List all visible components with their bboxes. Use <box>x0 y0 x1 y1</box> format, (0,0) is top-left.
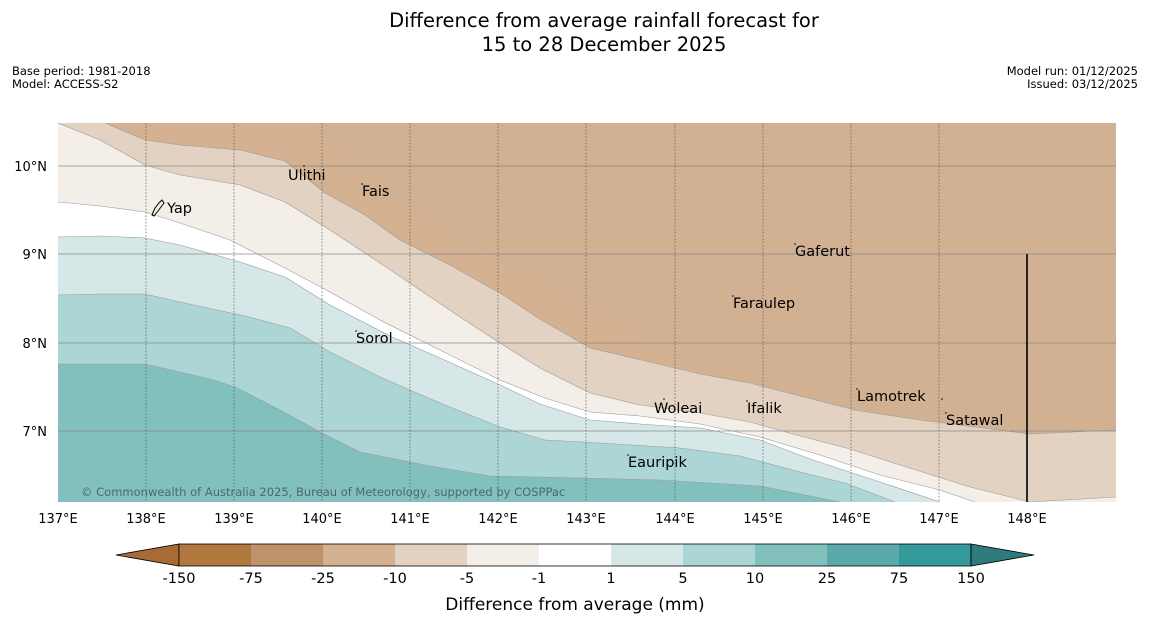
lon-label-142e: 142°E <box>478 512 518 527</box>
fais-marker <box>361 183 363 185</box>
colorbar-swatch <box>323 544 395 566</box>
lat-label-10n: 10°N <box>14 160 47 175</box>
colorbar-swatch <box>611 544 683 566</box>
colorbar-swatch <box>683 544 755 566</box>
place-labels: Yap Ulithi Fais Gaferut Faraulep Sorol W… <box>166 168 1003 471</box>
lat-label-9n: 9°N <box>23 248 48 263</box>
map-title: Difference from average rainfall forecas… <box>0 9 1150 57</box>
model-name: Model: ACCESS-S2 <box>12 77 119 91</box>
copyright-credit: © Commonwealth of Australia 2025, Bureau… <box>81 485 565 499</box>
colorbar-swatch <box>467 544 539 566</box>
place-label-satawal: Satawal <box>946 413 1003 429</box>
colorbar-tick-label: 10 <box>746 571 764 587</box>
lon-label-141e: 141°E <box>390 512 430 527</box>
colorbar-tick-label: -25 <box>311 571 335 587</box>
islet-marker <box>941 398 943 400</box>
ifalik-marker <box>746 400 748 402</box>
place-label-gaferut: Gaferut <box>795 244 850 260</box>
contour-lines <box>58 123 1116 502</box>
place-label-sorol: Sorol <box>356 331 393 347</box>
lon-label-143e: 143°E <box>566 512 606 527</box>
lon-label-138e: 138°E <box>126 512 166 527</box>
colorbar-tick-label: -1 <box>532 571 546 587</box>
place-label-lamotrek: Lamotrek <box>857 389 926 405</box>
lon-label-137e: 137°E <box>38 512 78 527</box>
lat-label-7n: 7°N <box>23 425 48 440</box>
colorbar-swatch <box>755 544 827 566</box>
place-label-yap: Yap <box>166 201 192 217</box>
model-run: Model run: 01/12/2025 <box>1006 64 1138 78</box>
colorbar-low-extension <box>115 543 180 567</box>
colorbar-tick-label: 25 <box>818 571 836 587</box>
place-label-eauripik: Eauripik <box>628 455 687 471</box>
longitude-gridlines <box>145 123 940 502</box>
eauripik-marker <box>627 454 629 456</box>
latitude-labels: 10°N 9°N 8°N 7°N <box>14 160 47 440</box>
colorbar-tick-label: 1 <box>606 571 615 587</box>
lamotrek-marker <box>856 388 858 390</box>
lon-label-144e: 144°E <box>655 512 695 527</box>
place-label-fais: Fais <box>362 184 389 200</box>
lon-label-148e: 148°E <box>1007 512 1047 527</box>
place-label-ifalik: Ifalik <box>747 401 782 417</box>
graticule <box>58 123 1116 502</box>
colorbar-tick-label: 150 <box>957 571 985 587</box>
longitude-labels: 137°E 138°E 139°E 140°E 141°E 142°E 143°… <box>38 512 1047 527</box>
band-minus75-minus25 <box>310 123 1116 434</box>
colorbar-tick-label: 75 <box>890 571 908 587</box>
title-line-2: 15 to 28 December 2025 <box>481 33 727 56</box>
colorbar-swatch <box>251 544 323 566</box>
woleai-marker <box>663 398 665 400</box>
lon-label-139e: 139°E <box>214 512 254 527</box>
colorbar-swatch <box>179 544 251 566</box>
colorbar-title: Difference from average (mm) <box>445 595 704 615</box>
yap-island-shape <box>151 199 165 217</box>
contour-fills <box>58 123 1116 502</box>
meta-right: Model run: 01/12/2025 Issued: 03/12/2025 <box>1007 65 1138 91</box>
issued-date: Issued: 03/12/2025 <box>1027 77 1138 91</box>
colorbar-swatch <box>827 544 899 566</box>
lat-label-8n: 8°N <box>23 337 48 352</box>
place-label-faraulep: Faraulep <box>733 296 795 312</box>
colorbar: -150 -75 -25 -10 -5 -1 1 5 10 25 75 150 … <box>115 543 1035 615</box>
sorol-marker <box>355 330 357 332</box>
colorbar-swatch <box>539 544 611 566</box>
lon-label-145e: 145°E <box>743 512 783 527</box>
islands <box>151 165 947 456</box>
lon-label-140e: 140°E <box>302 512 342 527</box>
colorbar-tick-label: -150 <box>163 571 196 587</box>
colorbar-swatch <box>899 544 971 566</box>
base-period: Base period: 1981-2018 <box>12 64 151 78</box>
colorbar-tick-label: -75 <box>239 571 263 587</box>
satawal-marker <box>945 412 947 414</box>
colorbar-tick-label: 5 <box>678 571 687 587</box>
colorbar-outline <box>178 543 972 567</box>
title-line-1: Difference from average rainfall forecas… <box>389 9 819 32</box>
lon-label-147e: 147°E <box>919 512 959 527</box>
colorbar-swatch <box>395 544 467 566</box>
colorbar-tick-label: -10 <box>383 571 407 587</box>
place-label-woleai: Woleai <box>654 401 702 417</box>
colorbar-tick-label: -5 <box>460 571 474 587</box>
lon-label-146e: 146°E <box>831 512 871 527</box>
place-label-ulithi: Ulithi <box>288 168 326 184</box>
ulithi-marker <box>303 165 305 167</box>
meta-left: Base period: 1981-2018 Model: ACCESS-S2 <box>12 65 151 91</box>
gaferut-marker <box>794 243 796 245</box>
faraulep-marker <box>732 295 734 297</box>
colorbar-high-extension <box>970 543 1035 567</box>
